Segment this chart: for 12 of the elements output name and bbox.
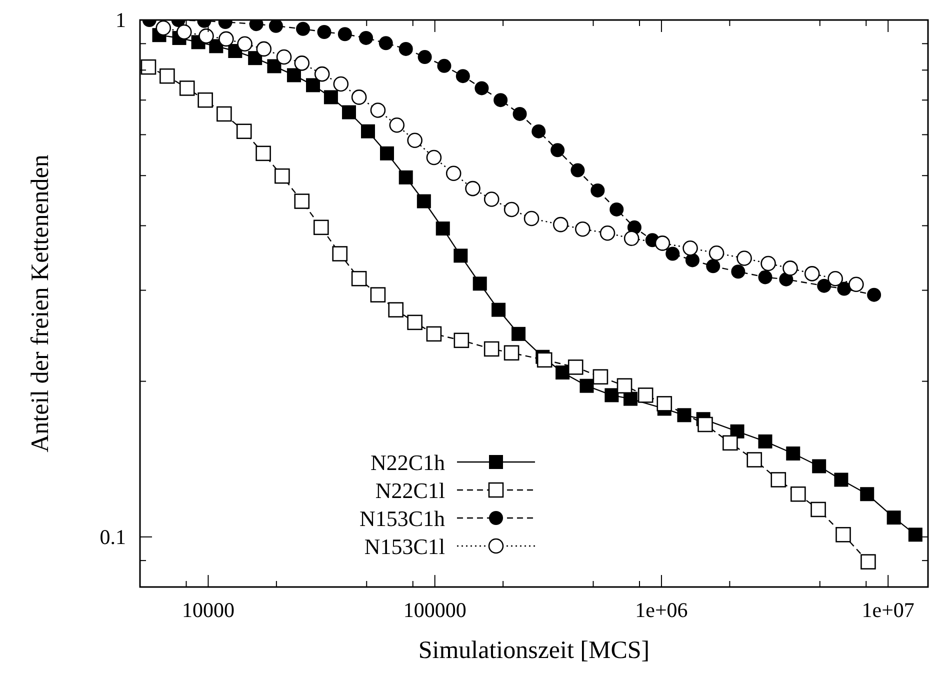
x-tick-label: 1e+07 — [862, 598, 914, 622]
x-tick-label: 100000 — [403, 598, 466, 622]
legend-label: N22C1h — [370, 450, 445, 475]
y-tick-label: 1 — [116, 8, 126, 32]
x-tick-label: 10000 — [182, 598, 234, 622]
x-axis-title: Simulationszeit [MCS] — [418, 637, 650, 664]
legend-label: N153C1h — [359, 506, 445, 531]
y-tick-label: 0.1 — [100, 524, 126, 549]
x-tick-label: 1e+06 — [635, 598, 688, 622]
legend-label: N22C1l — [375, 478, 445, 503]
legend-label: N153C1l — [364, 534, 445, 559]
y-axis-title: Anteil der freien Kettenenden — [27, 154, 54, 452]
